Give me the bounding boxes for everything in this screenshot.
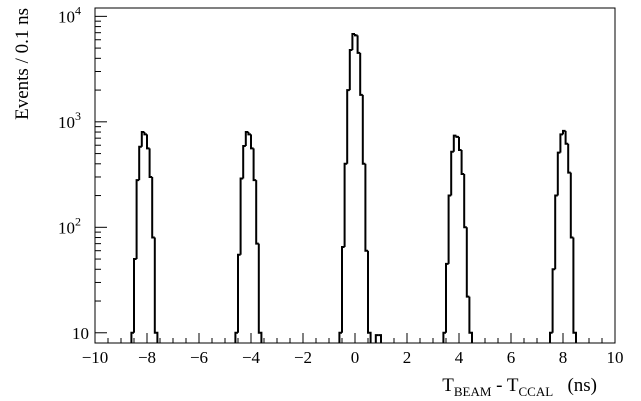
- histogram-bin: [239, 177, 244, 255]
- x-tick-label: −2: [294, 348, 312, 367]
- x-tick-label: 10: [607, 348, 624, 367]
- y-tick-label: 103: [58, 109, 81, 132]
- histogram-bin: [135, 179, 140, 260]
- y-tick-label: 102: [58, 214, 81, 237]
- histogram-bin: [148, 148, 153, 178]
- plot-border: [94, 7, 616, 344]
- x-tick-label: 0: [351, 348, 360, 367]
- y-tick-label: 10: [72, 324, 89, 343]
- y-axis-title: Events / 0.1 ns: [12, 8, 33, 120]
- histogram-bin: [378, 334, 382, 343]
- x-tick-label: 8: [559, 348, 568, 367]
- histogram-bin: [255, 180, 259, 245]
- x-tick-label: 6: [507, 348, 516, 367]
- x-tick-label: −4: [242, 348, 261, 367]
- histogram-bin: [146, 134, 150, 150]
- y-tick-label: 104: [58, 3, 81, 26]
- histogram-bin: [559, 133, 563, 153]
- x-tick-label: −10: [82, 348, 109, 367]
- histogram-bins: [130, 33, 577, 343]
- x-tick-label: −8: [138, 348, 156, 367]
- histogram-bin: [354, 34, 358, 37]
- histogram-bin: [138, 145, 142, 181]
- histogram-bin: [250, 134, 254, 150]
- histogram-bin: [348, 48, 353, 91]
- histogram-bin: [554, 194, 558, 270]
- histogram-bin: [445, 262, 449, 333]
- y-axis: 10 102 103 104: [58, 3, 107, 343]
- histogram-bin: [374, 334, 379, 343]
- histogram-bin: [465, 227, 470, 298]
- histogram-bin: [359, 52, 363, 96]
- histogram-bin: [237, 253, 241, 333]
- x-axis: −10 −8 −6 −4 −2 0 2 4 6 8 10: [82, 333, 624, 367]
- histogram-bin: [356, 35, 361, 54]
- histogram-bin: [242, 144, 246, 179]
- histogram-bin: [556, 151, 561, 196]
- histogram-bin: [549, 331, 553, 343]
- histogram-bin: [468, 296, 473, 343]
- histogram-bin: [551, 268, 556, 333]
- histogram-bin: [458, 136, 462, 152]
- histogram-bin: [361, 94, 366, 165]
- histogram-bin: [450, 150, 454, 196]
- histogram-bin: [151, 176, 155, 239]
- histogram-bin: [133, 258, 137, 333]
- histogram-bin: [341, 246, 345, 333]
- histogram-bin: [257, 243, 263, 343]
- histogram-bin: [463, 174, 467, 229]
- histogram-bin: [143, 132, 147, 136]
- x-tick-label: 4: [455, 348, 464, 367]
- histogram-bin: [367, 250, 372, 343]
- histogram-bin: [572, 237, 577, 343]
- plot-frame: [94, 7, 616, 344]
- histogram-bin: [569, 172, 574, 239]
- x-tick-label: −6: [190, 348, 208, 367]
- histogram-bin: [247, 132, 251, 136]
- x-axis-title: TBEAM - TCCAL (ns): [442, 375, 597, 399]
- histogram-bin: [567, 143, 571, 174]
- histogram-bin: [460, 150, 465, 176]
- histogram-bin: [447, 194, 452, 264]
- histogram-bin: [455, 135, 459, 138]
- histogram-bin: [343, 162, 348, 248]
- histogram-bin: [346, 89, 350, 164]
- histogram-bin: [153, 237, 159, 343]
- histogram-bin: [452, 134, 457, 152]
- histogram-bin: [351, 33, 355, 50]
- x-tick-label: 2: [403, 348, 412, 367]
- histogram-bin: [252, 148, 257, 182]
- histogram-bin: [564, 130, 569, 145]
- histogram-bin: [364, 163, 368, 252]
